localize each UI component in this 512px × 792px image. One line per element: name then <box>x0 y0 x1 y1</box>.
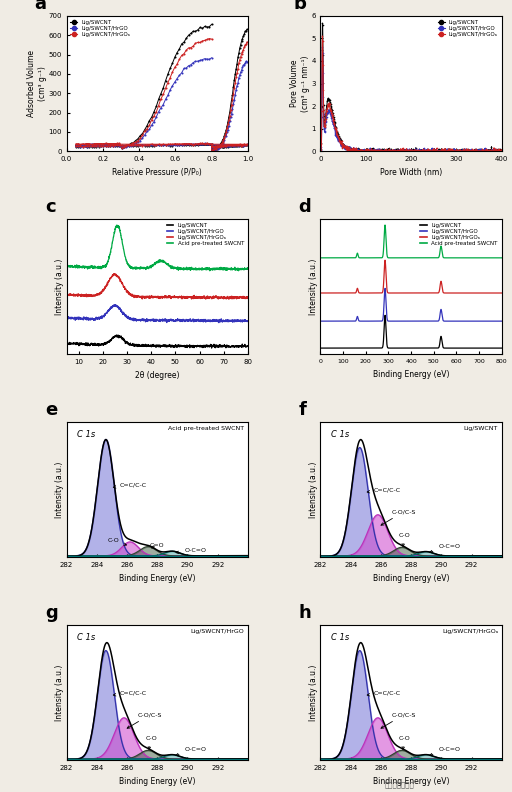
Y-axis label: Intensity (a.u.): Intensity (a.u.) <box>309 258 317 314</box>
Text: C=C/C-C: C=C/C-C <box>113 691 146 696</box>
Text: O-C=O: O-C=O <box>430 544 460 553</box>
Text: Lig/SWCNT: Lig/SWCNT <box>464 426 498 431</box>
Legend: Lig/SWCNT, Lig/SWCNT/HrGO, Lig/SWCNT/HrGOₐ, Acid pre-treated SWCNT: Lig/SWCNT, Lig/SWCNT/HrGO, Lig/SWCNT/HrG… <box>419 222 499 247</box>
X-axis label: Binding Energy (eV): Binding Energy (eV) <box>373 573 450 583</box>
Text: C-O: C-O <box>108 539 126 546</box>
Text: C 1s: C 1s <box>77 633 96 642</box>
X-axis label: Binding Energy (eV): Binding Energy (eV) <box>119 573 196 583</box>
Text: C 1s: C 1s <box>331 430 350 439</box>
Text: b: b <box>293 0 306 13</box>
Text: C=C/C-C: C=C/C-C <box>367 488 400 493</box>
Text: O-C=O: O-C=O <box>430 747 460 756</box>
X-axis label: Pore Width (nm): Pore Width (nm) <box>380 168 442 177</box>
Legend: Lig/SWCNT, Lig/SWCNT/HrGO, Lig/SWCNT/HrGOₐ, Acid pre-treated SWCNT: Lig/SWCNT, Lig/SWCNT/HrGO, Lig/SWCNT/HrG… <box>165 222 245 247</box>
Text: C=C/C-C: C=C/C-C <box>367 691 400 696</box>
Y-axis label: Adsorbed Volume
(cm³ g⁻¹): Adsorbed Volume (cm³ g⁻¹) <box>28 50 47 117</box>
Y-axis label: Intensity (a.u.): Intensity (a.u.) <box>309 462 317 518</box>
X-axis label: 2θ (degree): 2θ (degree) <box>135 371 180 379</box>
Text: Lig/SWCNT/HrGO: Lig/SWCNT/HrGO <box>190 629 244 634</box>
Text: g: g <box>45 604 57 623</box>
Y-axis label: Intensity (a.u.): Intensity (a.u.) <box>55 462 64 518</box>
Text: C-O/C-S: C-O/C-S <box>381 509 416 525</box>
Text: f: f <box>298 402 307 419</box>
X-axis label: Relative Pressure (P/P₀): Relative Pressure (P/P₀) <box>112 168 202 177</box>
X-axis label: Binding Energy (eV): Binding Energy (eV) <box>373 777 450 786</box>
Text: C=O: C=O <box>150 543 164 548</box>
Text: Lig/SWCNT/HrGOₐ: Lig/SWCNT/HrGOₐ <box>442 629 498 634</box>
Text: C-O: C-O <box>399 533 411 546</box>
Y-axis label: Intensity (a.u.): Intensity (a.u.) <box>55 258 64 314</box>
Text: c: c <box>45 198 55 216</box>
Y-axis label: Intensity (a.u.): Intensity (a.u.) <box>309 664 317 721</box>
Text: C-O/C-S: C-O/C-S <box>381 712 416 729</box>
Text: C 1s: C 1s <box>331 633 350 642</box>
Text: d: d <box>298 198 311 216</box>
Text: C-O: C-O <box>145 736 157 749</box>
X-axis label: Binding Energy (eV): Binding Energy (eV) <box>119 777 196 786</box>
Text: C 1s: C 1s <box>77 430 96 439</box>
Text: C=C/C-C: C=C/C-C <box>113 482 146 488</box>
Text: O-C=O: O-C=O <box>176 548 206 554</box>
Text: C-O: C-O <box>399 736 411 749</box>
X-axis label: Binding Energy (eV): Binding Energy (eV) <box>373 370 450 379</box>
Legend: Lig/SWCNT, Lig/SWCNT/HrGO, Lig/SWCNT/HrGOₐ: Lig/SWCNT, Lig/SWCNT/HrGO, Lig/SWCNT/HrG… <box>69 19 132 38</box>
Text: a: a <box>34 0 46 13</box>
Text: e: e <box>45 402 57 419</box>
Y-axis label: Pore Volume
(cm³ g⁻¹ nm⁻¹): Pore Volume (cm³ g⁻¹ nm⁻¹) <box>290 55 310 112</box>
Y-axis label: Intensity (a.u.): Intensity (a.u.) <box>55 664 64 721</box>
Text: 材料分析与应用: 材料分析与应用 <box>385 782 414 788</box>
Text: O-C=O: O-C=O <box>176 747 206 756</box>
Text: Acid pre-treated SWCNT: Acid pre-treated SWCNT <box>168 426 244 431</box>
Text: C-O/C-S: C-O/C-S <box>127 712 162 729</box>
Text: h: h <box>298 604 311 623</box>
Legend: Lig/SWCNT, Lig/SWCNT/HrGO, Lig/SWCNT/HrGOₐ: Lig/SWCNT, Lig/SWCNT/HrGO, Lig/SWCNT/HrG… <box>437 19 499 38</box>
